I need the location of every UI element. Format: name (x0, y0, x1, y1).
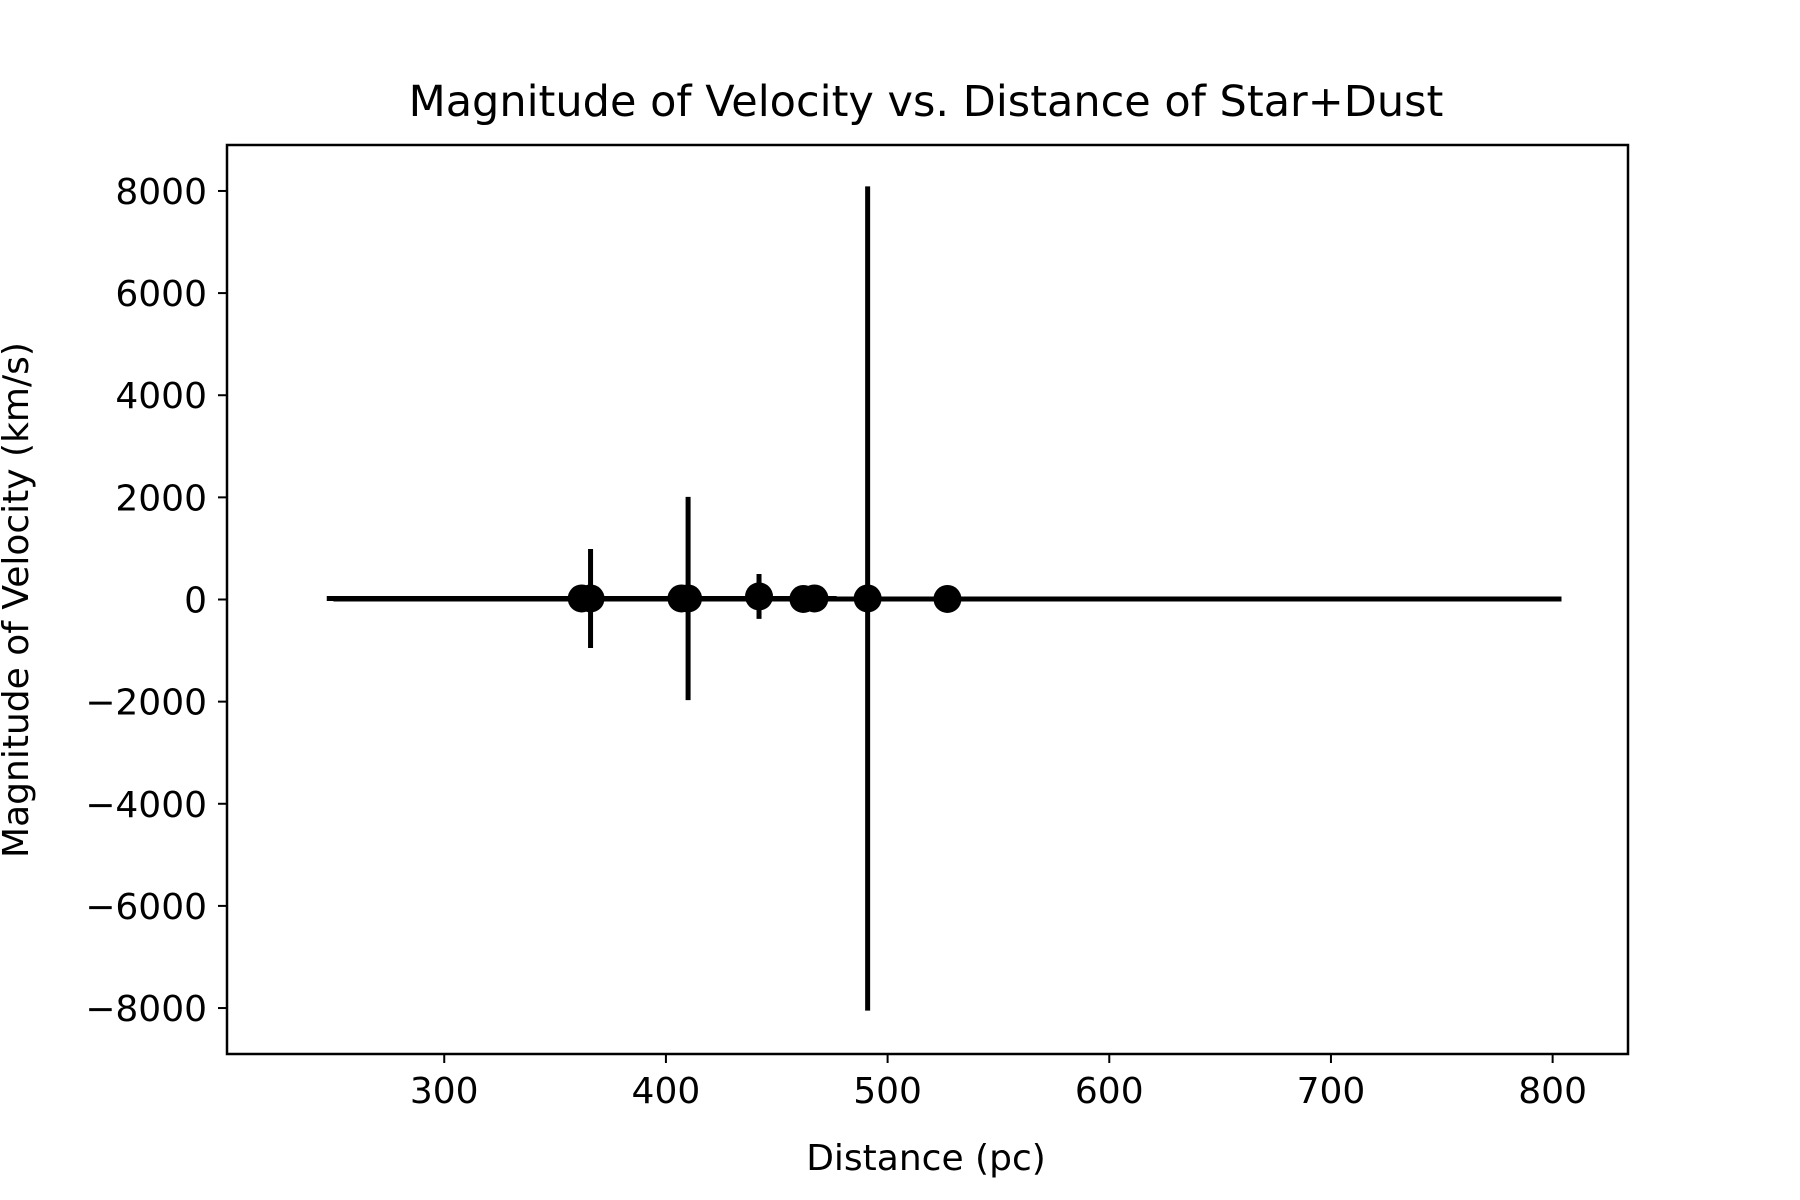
y-axis: −8000 −6000 −4000 −2000 0 2000 4000 6000 8000 (85, 172, 227, 1030)
x-tick-label: 800 (1518, 1071, 1587, 1112)
y-tick-label: −8000 (85, 989, 207, 1030)
y-axis-label: Magnitude of Velocity (km/s) (0, 342, 37, 858)
x-tick-label: 700 (1297, 1071, 1366, 1112)
y-tick-label: −2000 (85, 683, 207, 724)
y-tick-label: −6000 (85, 887, 207, 928)
data-point (674, 584, 703, 613)
x-tick-label: 600 (1075, 1071, 1144, 1112)
data-point (933, 584, 962, 613)
data-points (567, 582, 962, 613)
x-tick-label: 300 (410, 1071, 479, 1112)
data-point (576, 584, 605, 613)
x-axis-label: Distance (pc) (806, 1138, 1046, 1179)
x-axis: 300 400 500 600 700 800 (410, 1054, 1587, 1112)
data-point (745, 582, 774, 611)
y-tick-label: 8000 (115, 172, 207, 213)
x-tick-label: 500 (853, 1071, 922, 1112)
x-tick-label: 400 (632, 1071, 701, 1112)
y-tick-label: 6000 (115, 274, 207, 315)
y-tick-label: −4000 (85, 785, 207, 826)
y-tick-label: 0 (184, 581, 207, 622)
data-point (853, 584, 882, 613)
chart-title: Magnitude of Velocity vs. Distance of St… (409, 77, 1444, 127)
y-tick-label: 4000 (115, 376, 207, 417)
data-point (800, 584, 829, 613)
y-tick-label: 2000 (115, 478, 207, 519)
